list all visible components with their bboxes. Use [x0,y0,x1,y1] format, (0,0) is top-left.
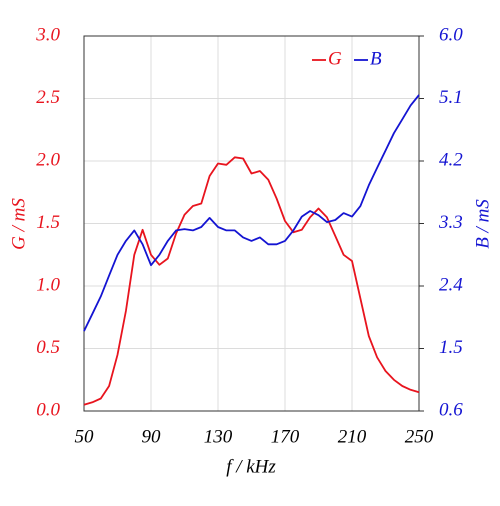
x-tick-label: 210 [338,426,367,447]
y-axis-label: G / mS [8,198,29,250]
y-tick-label: 2.0 [36,149,60,170]
y2-tick-label: 4.2 [439,149,463,170]
series-line [83,94,420,332]
legend-label: B [370,48,382,69]
x-tick-label: 50 [75,426,95,447]
plot-frame [83,35,420,412]
y2-tick-label: 1.5 [439,337,463,358]
y-tick-label: 2.5 [36,87,60,108]
y-tick-label: 1.5 [36,212,60,233]
y-tick-label: 0.0 [36,399,60,420]
x-tick-label: 130 [204,426,233,447]
x-tick-label: 250 [405,426,434,447]
y2-tick-label: 6.0 [439,24,463,45]
x-tick-label: 90 [142,426,162,447]
y-tick-label: 3.0 [35,24,60,45]
series-line [83,156,420,406]
legend-label: G [328,48,342,69]
y2-tick-label: 2.4 [439,274,463,295]
y-tick-label: 0.5 [36,337,60,358]
y2-axis-label: B / mS [472,199,493,249]
y-tick-label: 1.0 [36,274,60,295]
y2-tick-label: 0.6 [439,399,463,420]
y2-tick-label: 3.3 [438,212,463,233]
y2-tick-label: 5.1 [439,87,463,108]
x-tick-label: 170 [271,426,300,447]
x-axis-label: f / kHz [226,456,276,477]
